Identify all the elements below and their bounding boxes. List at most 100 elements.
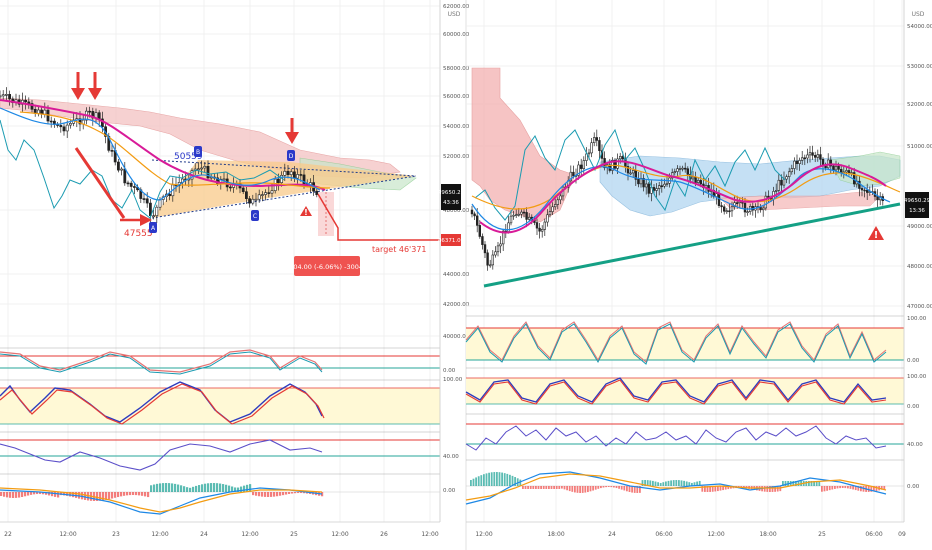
- left-currency-label: USD: [448, 11, 461, 18]
- right-candle: [657, 181, 661, 196]
- left-price-tick: 52000.00: [443, 154, 470, 160]
- left-macd-bar: [192, 486, 195, 492]
- left-macd-bar: [282, 492, 285, 496]
- right-macd-bar: [857, 486, 860, 491]
- left-candle: [117, 158, 120, 173]
- left-macd-bar: [45, 492, 48, 495]
- right-macd-bar: [535, 486, 537, 489]
- left-macd-bar: [228, 485, 231, 492]
- right-rsi-pane: [465, 413, 904, 451]
- right-candle: [579, 158, 583, 176]
- left-macd-histogram: [0, 483, 324, 501]
- left-candle: [129, 180, 133, 191]
- left-macd-bar: [138, 492, 141, 496]
- right-macd-bar: [821, 486, 823, 492]
- right-candle: [626, 162, 630, 181]
- right-candle: [569, 165, 573, 186]
- left-candle: [264, 189, 268, 201]
- right-macd-bar: [620, 486, 623, 490]
- right-osc-tick: 0.00: [907, 358, 920, 364]
- right-candle: [808, 145, 812, 163]
- right-candle: [559, 193, 562, 205]
- right-macd-bar: [776, 486, 779, 492]
- right-candle: [826, 153, 830, 170]
- low-price-annotation: 47555: [124, 229, 153, 239]
- right-macd-bar: [597, 486, 600, 489]
- right-macd-bar: [771, 486, 774, 492]
- right-last-price-label: 49650.29: [904, 198, 931, 204]
- right-time-tick: 18:00: [759, 531, 776, 538]
- right-candle: [543, 218, 547, 237]
- right-price-tick: 52000.00: [907, 102, 932, 108]
- left-candle: [5, 87, 8, 101]
- right-macd-bar: [665, 481, 667, 486]
- left-macd-bar: [30, 492, 33, 495]
- right-macd-bar: [826, 486, 828, 491]
- left-osc-tick: 100.00: [443, 377, 463, 383]
- left-macd-bar: [162, 483, 165, 492]
- right-candle: [556, 197, 560, 210]
- left-candle: [69, 118, 72, 129]
- right-macd-bar: [566, 486, 568, 491]
- right-candle: [798, 157, 801, 171]
- left-price-tick: 56000.00: [443, 94, 470, 100]
- left-macd-bar: [36, 492, 39, 495]
- right-price-tick: 48000.00: [907, 264, 932, 270]
- left-price-tick: 48000.00: [443, 208, 470, 214]
- right-macd-bar: [717, 486, 719, 492]
- left-macd-bar: [66, 492, 69, 496]
- right-candle: [507, 215, 510, 234]
- right-macd-bar: [602, 486, 605, 488]
- right-macd-bar: [475, 477, 477, 486]
- right-macd-bar: [818, 481, 821, 486]
- right-candle: [522, 208, 526, 218]
- left-macd-bar: [234, 487, 237, 492]
- right-macd-bar: [701, 486, 704, 492]
- left-time-tick: 12:00: [151, 531, 168, 538]
- left-target-price-tag: [441, 234, 461, 246]
- right-macd-bar: [841, 486, 844, 489]
- left-macd-bar: [39, 492, 42, 495]
- left-macd-bar: [9, 492, 12, 498]
- right-macd-pane: [465, 459, 904, 505]
- right-macd-bar: [808, 481, 810, 486]
- right-macd-bar: [870, 486, 873, 492]
- right-macd-bar: [472, 478, 475, 486]
- right-candle: [878, 192, 882, 206]
- right-candle: [527, 213, 531, 222]
- right-macd-bar: [561, 486, 563, 489]
- right-osc-tick: 100.00: [907, 374, 927, 380]
- right-macd-bar: [839, 486, 841, 489]
- left-candle: [133, 182, 136, 195]
- left-rsi-pane: [0, 431, 440, 471]
- left-candle: [126, 180, 130, 187]
- left-macd-bar: [225, 484, 228, 492]
- left-macd-bar: [105, 492, 108, 500]
- left-candle: [155, 204, 159, 223]
- left-macd-bar: [84, 492, 87, 500]
- right-candle: [673, 168, 677, 176]
- left-macd-bar: [294, 492, 297, 494]
- right-candle: [686, 166, 690, 180]
- left-osc-tick: 40.00: [443, 454, 459, 460]
- right-candle: [720, 201, 723, 213]
- right-stoch-pane: [465, 315, 904, 365]
- right-macd-bar: [795, 481, 797, 486]
- left-price-tick: 62000.00: [443, 4, 470, 10]
- left-macd-bar: [102, 492, 105, 501]
- left-macd-bar: [0, 492, 3, 496]
- left-macd-bar: [243, 485, 246, 492]
- right-candle: [512, 210, 515, 220]
- measure-box: [294, 256, 360, 276]
- right-macd-bar: [618, 486, 620, 489]
- left-macd-bar: [183, 486, 186, 492]
- left-macd-bar: [207, 483, 210, 492]
- right-time-tick: 12:00: [475, 531, 492, 538]
- right-time-tick: 24: [608, 531, 616, 538]
- right-candle: [546, 209, 549, 227]
- right-macd-bar: [652, 480, 654, 486]
- right-price-tick: 47000.00: [907, 304, 932, 310]
- left-macd-bar: [12, 492, 15, 498]
- left-price-axis: 62000.00 60000.00 58000.00 56000.00 54000.00…: [443, 4, 470, 340]
